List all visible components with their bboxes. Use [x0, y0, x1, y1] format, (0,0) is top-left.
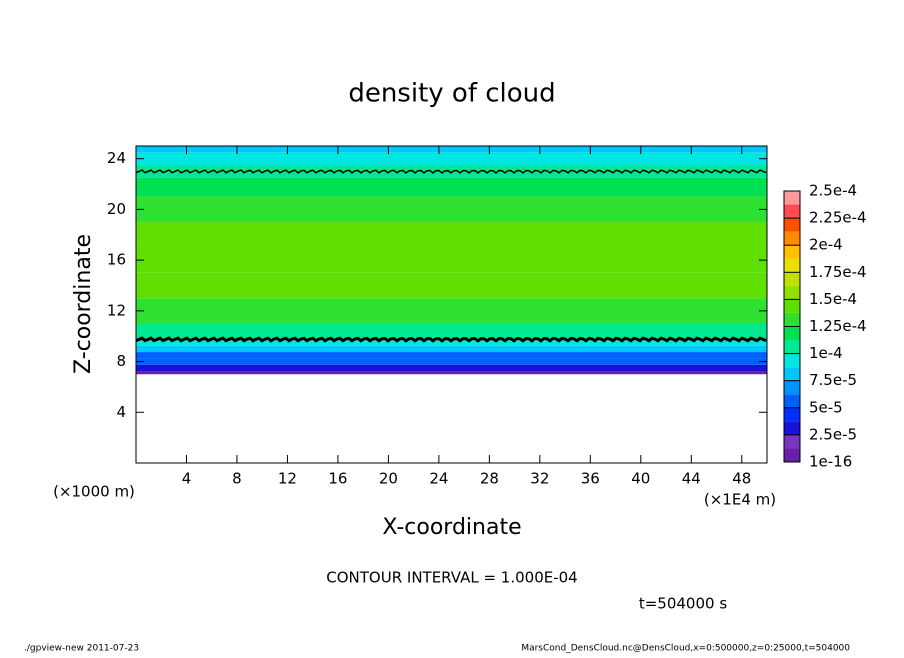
colorbar-swatch — [784, 340, 800, 354]
chart-title: density of cloud — [348, 79, 555, 109]
colorbar-swatch — [784, 312, 800, 327]
colorbar-label: 2e-4 — [809, 236, 843, 254]
colorbar-label: 1.25e-4 — [809, 317, 867, 335]
colorbar-label: 2.25e-4 — [809, 209, 867, 227]
plot-frame — [135, 145, 768, 464]
density-band — [136, 196, 767, 223]
density-band — [136, 272, 767, 299]
x-tick-label: 20 — [379, 470, 398, 488]
colorbar-label: 2.5e-5 — [809, 425, 857, 443]
x-tick-label: 36 — [581, 470, 600, 488]
colorbar-label: 1e-16 — [809, 453, 852, 471]
time-label: t=504000 s — [639, 595, 727, 613]
density-band — [136, 177, 767, 197]
x-tick-label: 16 — [328, 470, 347, 488]
x-tick-label: 8 — [232, 470, 242, 488]
colorbar-swatch — [784, 434, 800, 449]
y-tick-label: 16 — [107, 251, 126, 269]
x-tick-label: 48 — [732, 470, 751, 488]
colorbar-label: 2.5e-4 — [809, 182, 857, 200]
colorbar-swatch — [784, 231, 800, 246]
y-tick-label: 4 — [116, 403, 126, 421]
contour-note: CONTOUR INTERVAL = 1.000E-04 — [326, 569, 577, 587]
contour-line — [135, 169, 767, 174]
density-band — [136, 152, 767, 166]
footer-left: ./gpview-new 2011-07-23 — [24, 644, 139, 654]
colorbar-swatch — [784, 367, 800, 381]
y-tick-label: 24 — [107, 149, 126, 167]
colorbar-swatch — [784, 272, 800, 286]
density-band — [136, 165, 767, 178]
footer-right: MarsCond_DensCloud.nc@DensCloud,x=0:5000… — [521, 644, 850, 654]
x-tick-label: 44 — [682, 470, 701, 488]
colorbar-swatch — [784, 218, 800, 232]
density-band — [136, 358, 767, 365]
density-band — [136, 364, 767, 372]
colorbar-swatch — [784, 326, 800, 341]
colorbar-label: 1e-4 — [809, 344, 843, 362]
density-band — [136, 146, 767, 153]
colorbar-swatch — [784, 258, 800, 273]
density-band — [136, 371, 767, 375]
x-axis-label: X-coordinate — [382, 515, 521, 540]
colorbar-swatch — [784, 394, 800, 408]
x-unit-left: (×1000 m) — [53, 483, 135, 501]
density-band — [136, 298, 767, 324]
x-tick-label: 40 — [631, 470, 650, 488]
colorbar-swatch — [784, 407, 800, 422]
colorbar-label: 1.5e-4 — [809, 290, 857, 308]
colorbar-swatch — [784, 204, 800, 219]
x-unit-right: (×1E4 m) — [704, 491, 776, 509]
contour-line — [135, 336, 767, 343]
density-band — [136, 247, 767, 273]
x-tick-label: 12 — [278, 470, 297, 488]
density-band — [136, 339, 767, 346]
colorbar-swatch — [784, 285, 800, 300]
colorbar-swatch — [784, 353, 800, 368]
y-tick-label: 8 — [116, 352, 126, 370]
colorbar-label: 1.75e-4 — [809, 263, 867, 281]
density-band — [136, 352, 767, 359]
x-tick-label: 4 — [182, 470, 192, 488]
colorbar-swatch — [784, 245, 800, 259]
y-tick-label: 20 — [107, 200, 126, 218]
colorbar-swatch — [784, 448, 800, 462]
colorbar-swatch — [784, 299, 800, 313]
y-tick-label: 12 — [107, 301, 126, 319]
colorbar-label: 7.5e-5 — [809, 371, 857, 389]
colorbar-label: 5e-5 — [809, 398, 843, 416]
y-axis-label: Z-coordinate — [71, 234, 96, 374]
density-band — [136, 222, 767, 248]
colorbar-swatch — [784, 191, 800, 205]
x-tick-label: 24 — [429, 470, 448, 488]
x-tick-label: 32 — [530, 470, 549, 488]
colorbar-swatch — [784, 380, 800, 395]
density-band — [136, 345, 767, 353]
colorbar-swatch — [784, 421, 800, 435]
x-tick-label: 28 — [480, 470, 499, 488]
density-band — [136, 323, 767, 340]
